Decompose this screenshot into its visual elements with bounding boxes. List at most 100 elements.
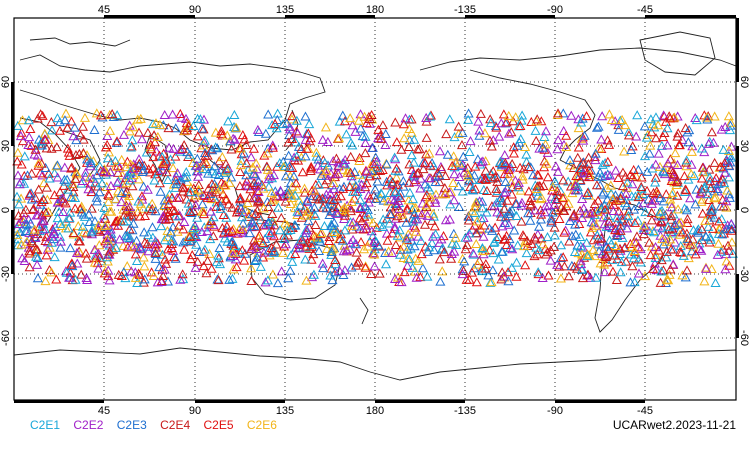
observation-marker (535, 194, 546, 204)
observation-marker (36, 140, 47, 150)
observation-marker (308, 269, 319, 279)
observation-marker (341, 245, 352, 255)
observation-marker (24, 262, 35, 272)
observation-marker (706, 127, 718, 137)
observation-marker (665, 198, 677, 208)
observation-marker (520, 141, 531, 152)
observation-marker (661, 252, 672, 262)
observation-marker (177, 269, 188, 279)
observation-marker (501, 183, 513, 193)
observation-marker (623, 130, 635, 140)
observation-marker (526, 199, 537, 209)
observation-marker (325, 168, 337, 178)
observation-marker (366, 268, 377, 279)
observation-marker (181, 171, 192, 181)
observation-marker (338, 246, 349, 256)
observation-marker (110, 193, 121, 203)
observation-marker (26, 140, 37, 150)
observation-marker (243, 164, 254, 174)
observation-marker (533, 170, 544, 180)
observation-marker (286, 192, 297, 203)
observation-marker (221, 212, 232, 222)
observation-marker (386, 209, 397, 219)
observation-marker (716, 124, 727, 134)
observation-marker (102, 234, 113, 244)
observation-marker (706, 206, 717, 216)
observation-marker (320, 122, 331, 132)
observation-marker (170, 123, 181, 133)
observation-marker (558, 175, 569, 185)
observation-marker (259, 150, 270, 160)
observation-marker (421, 149, 432, 159)
observation-marker (347, 140, 358, 150)
observation-marker (360, 137, 371, 148)
observation-marker (186, 233, 197, 243)
observation-marker (116, 187, 127, 197)
observation-marker (636, 181, 647, 191)
observation-marker (225, 136, 236, 146)
observation-marker (533, 221, 545, 231)
observation-marker (686, 146, 697, 156)
observation-marker (126, 266, 137, 276)
observation-marker (654, 161, 666, 171)
observation-marker (506, 189, 517, 199)
observation-marker (589, 251, 600, 261)
observation-marker (162, 174, 173, 185)
observation-marker (58, 180, 69, 190)
observation-marker (222, 130, 233, 140)
observation-marker (52, 160, 63, 170)
observation-marker (242, 197, 253, 207)
observation-marker (641, 132, 652, 142)
observation-marker (214, 184, 225, 194)
observation-marker (718, 244, 729, 254)
observation-marker (575, 241, 586, 251)
observation-marker (70, 274, 81, 284)
observation-marker (248, 235, 260, 245)
observation-marker (49, 252, 60, 262)
observation-marker (328, 200, 339, 210)
observation-marker (188, 183, 199, 193)
observation-marker (587, 222, 598, 232)
observation-marker (190, 200, 201, 210)
observation-marker (686, 246, 697, 256)
observation-marker (238, 218, 249, 228)
observation-marker (556, 202, 567, 212)
observation-marker (200, 150, 211, 160)
observation-marker (511, 271, 522, 281)
observation-marker (404, 254, 415, 264)
observation-marker (324, 231, 335, 241)
observation-marker (416, 249, 427, 259)
observation-marker (66, 116, 77, 126)
observation-marker (454, 171, 465, 182)
observation-marker (214, 242, 225, 253)
observation-marker (255, 215, 266, 225)
observation-marker (52, 113, 63, 123)
observation-marker (11, 191, 23, 201)
observation-marker (150, 253, 161, 263)
observation-marker (179, 244, 190, 254)
observation-marker (308, 249, 319, 259)
observation-marker (193, 179, 204, 190)
observation-marker (321, 165, 332, 175)
observation-marker (196, 226, 207, 237)
observation-marker (170, 253, 181, 263)
observation-marker (391, 206, 402, 216)
observation-marker (679, 203, 690, 213)
observation-marker (650, 172, 661, 182)
observation-marker (159, 195, 170, 205)
observation-marker (94, 161, 105, 171)
observation-marker (706, 263, 717, 273)
observation-marker (601, 183, 612, 193)
observation-marker (179, 172, 190, 182)
observation-marker (472, 259, 483, 269)
observation-marker (223, 116, 234, 126)
observation-marker (120, 172, 131, 183)
observation-marker (236, 212, 248, 222)
observation-marker (681, 155, 692, 165)
observation-marker (130, 249, 141, 259)
observation-marker (709, 111, 720, 121)
observation-marker (199, 135, 210, 145)
observation-marker (718, 144, 729, 154)
observation-marker (361, 223, 372, 233)
observation-marker (446, 248, 457, 259)
